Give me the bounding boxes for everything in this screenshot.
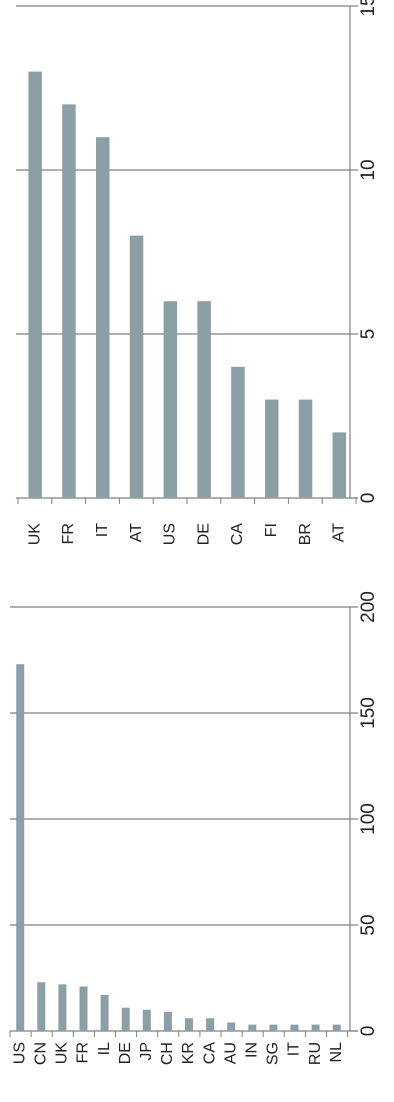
bottom-bar-de-5: [121, 1007, 130, 1031]
bottom-bar-il-4: [100, 994, 109, 1031]
bottom-tick-label-4: 200: [358, 591, 379, 623]
bottom-category-label-2: UK: [54, 1042, 71, 1065]
bottom-category-label-5: DE: [117, 1042, 134, 1064]
bottom-category-label-14: RU: [307, 1042, 324, 1065]
bottom-category-label-8: KR: [180, 1042, 197, 1064]
top-bar-uk-0: [28, 71, 42, 498]
top-tick-label-0: 0: [358, 493, 379, 504]
top-bar-at-9: [332, 432, 347, 498]
bottom-bar-kr-8: [185, 1018, 193, 1031]
bottom-category-label-10: AU: [222, 1042, 239, 1064]
bottom-category-label-0: US: [11, 1042, 28, 1064]
bottom-bar-ch-7: [163, 1011, 172, 1031]
top-bar-us-4: [163, 301, 178, 498]
bottom-tick-label-0: 0: [358, 1026, 379, 1037]
bottom-bar-nl-15: [332, 1024, 341, 1031]
bottom-category-label-11: IN: [244, 1042, 261, 1058]
bottom-category-label-15: NL: [328, 1042, 345, 1063]
bottom-category-label-3: FR: [75, 1042, 92, 1063]
top-category-label-2: IT: [94, 523, 111, 537]
bottom-bar-sg-12: [269, 1024, 278, 1031]
bottom-tick-label-3: 150: [358, 697, 379, 729]
bottom-bar-ca-9: [206, 1018, 215, 1031]
top-bar-ca-6: [231, 366, 245, 498]
bottom-bar-jp-6: [142, 1009, 151, 1031]
top-bar-at-3: [129, 235, 144, 498]
top-tick-label-2: 10: [358, 159, 379, 180]
top-category-label-3: AT: [128, 523, 145, 542]
bottom-bar-us-0: [16, 664, 25, 1031]
top-bar-fi-7: [265, 399, 279, 498]
bottom-category-label-13: IT: [286, 1042, 303, 1056]
bottom-category-label-1: CN: [33, 1042, 50, 1065]
top-category-label-0: UK: [26, 523, 43, 546]
bottom-bar-au-10: [227, 1022, 236, 1031]
bottom-bar-uk-2: [58, 984, 67, 1031]
bottom-bar-cn-1: [37, 982, 46, 1031]
bottom-category-label-7: CH: [159, 1042, 176, 1065]
top-category-label-6: CA: [229, 523, 246, 546]
bottom-category-label-4: IL: [96, 1042, 113, 1055]
bottom-bar-in-11: [248, 1024, 257, 1031]
top-bar-it-2: [96, 137, 110, 498]
top-bar-chart: 0 5 10 15 UK FR IT AT US DE CA FI BR AT: [16, 0, 379, 545]
bottom-category-label-9: CA: [201, 1042, 218, 1065]
top-tick-label-3: 15: [358, 0, 379, 17]
bottom-bar-it-13: [290, 1024, 299, 1031]
top-bar-de-5: [197, 301, 211, 498]
bottom-tick-label-1: 50: [358, 914, 379, 935]
top-category-label-9: AT: [331, 523, 348, 542]
bottom-category-label-6: JP: [138, 1042, 155, 1061]
top-category-label-8: BR: [297, 523, 314, 545]
top-category-label-1: FR: [60, 523, 77, 544]
top-category-label-4: US: [162, 523, 179, 545]
top-bar-br-8: [298, 399, 313, 498]
bottom-tick-label-2: 100: [358, 803, 379, 835]
bottom-bar-fr-3: [79, 986, 88, 1031]
bottom-category-label-12: SG: [265, 1042, 282, 1065]
bottom-bar-ru-14: [311, 1024, 320, 1031]
top-category-label-7: FI: [263, 523, 280, 537]
bottom-bar-chart: 0 50 100 150 200 US CN UK FR IL DE JP CH KR CA AU IN SG IT…: [9, 591, 379, 1065]
top-tick-label-1: 5: [358, 329, 379, 340]
top-category-label-5: DE: [195, 523, 212, 545]
top-bar-fr-1: [62, 104, 76, 499]
